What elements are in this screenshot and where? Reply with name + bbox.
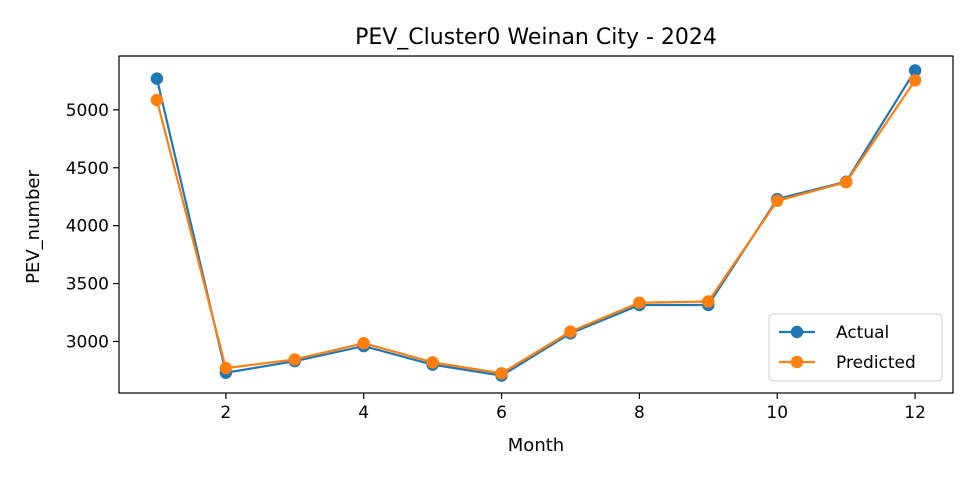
data-point — [633, 296, 646, 309]
data-point — [564, 325, 577, 338]
data-point — [839, 176, 853, 189]
x-tick-label: 12 — [904, 403, 926, 423]
data-point — [219, 361, 233, 375]
y-tick-label: 3500 — [66, 275, 109, 295]
chart-title: PEV_Cluster0 Weinan City - 2024 — [355, 25, 717, 50]
plot-area — [118, 55, 954, 394]
x-tick-label: 2 — [220, 403, 231, 423]
x-tick-label: 4 — [358, 403, 369, 423]
data-point — [908, 64, 922, 77]
data-point — [288, 353, 301, 366]
series-line — [155, 79, 917, 375]
data-point — [495, 367, 508, 380]
legend-entry: Predicted — [779, 353, 916, 373]
y-tick-label: 4500 — [66, 159, 109, 179]
x-tick-label: 8 — [634, 403, 645, 423]
x-tick-label: 10 — [766, 403, 788, 423]
y-axis-label: PEV_number — [23, 170, 44, 284]
y-tick-label: 5000 — [66, 101, 109, 121]
series-predicted — [150, 74, 922, 380]
data-point — [771, 194, 784, 207]
data-point — [426, 356, 439, 369]
series-line — [155, 69, 917, 377]
x-tick-label: 6 — [496, 403, 507, 423]
y-tick-label: 4000 — [66, 217, 109, 237]
legend-label: Actual — [836, 323, 889, 343]
y-axis-ticks: 3000 3500 4000 4500 5000 — [66, 101, 119, 352]
data-point — [150, 93, 164, 107]
plot-frame — [118, 55, 954, 394]
data-point — [908, 74, 922, 87]
series-group — [150, 64, 922, 382]
legend-entry: Actual — [779, 323, 889, 343]
data-point — [357, 337, 370, 350]
legend-marker — [790, 355, 804, 369]
legend-label: Predicted — [836, 353, 916, 373]
data-point — [702, 295, 715, 308]
legend: Actual Predicted — [768, 313, 943, 382]
x-axis-ticks: 2 4 6 8 10 12 — [220, 393, 926, 423]
x-axis-label: Month — [508, 435, 564, 456]
legend-marker — [790, 325, 804, 339]
legend-box — [768, 313, 943, 382]
y-tick-label: 3000 — [66, 332, 109, 352]
data-point — [150, 72, 164, 85]
